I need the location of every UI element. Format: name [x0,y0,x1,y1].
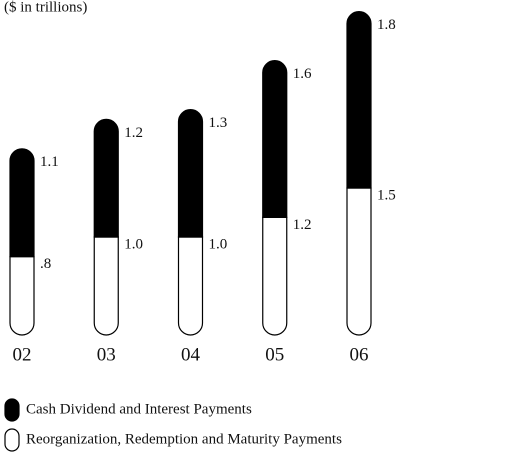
x-tick-label: 03 [97,344,116,365]
legend-swatch [4,398,20,422]
bar-segment [177,236,204,336]
data-label: .8 [40,256,51,272]
legend-label: Cash Dividend and Interest Payments [26,401,252,417]
bar-segment [346,11,372,189]
chart-subtitle: ($ in trillions) [4,0,87,15]
bar-segment [177,109,204,238]
bar-segment [93,236,119,336]
bar-segment [262,60,288,218]
data-label: 1.6 [293,66,312,82]
bar-segment [262,216,288,336]
data-label: 1.0 [209,236,228,252]
x-tick-label: 04 [181,344,201,365]
legend-label: Reorganization, Redemption and Maturity … [26,431,342,447]
data-label: 1.3 [209,115,228,131]
data-label: 1.0 [124,236,143,252]
bar-segment [9,256,35,336]
legend-swatch [4,428,20,452]
data-label: 1.8 [377,17,396,33]
data-label: 1.1 [40,154,59,170]
bar-segment [9,148,35,258]
bar-segment [346,187,372,336]
x-tick-label: 05 [265,344,284,365]
bar-segment [93,118,119,238]
data-label: 1.2 [293,217,312,233]
data-label: 1.5 [377,187,396,203]
x-tick-label: 02 [13,344,32,365]
x-tick-label: 06 [350,344,369,365]
data-label: 1.2 [124,125,143,141]
